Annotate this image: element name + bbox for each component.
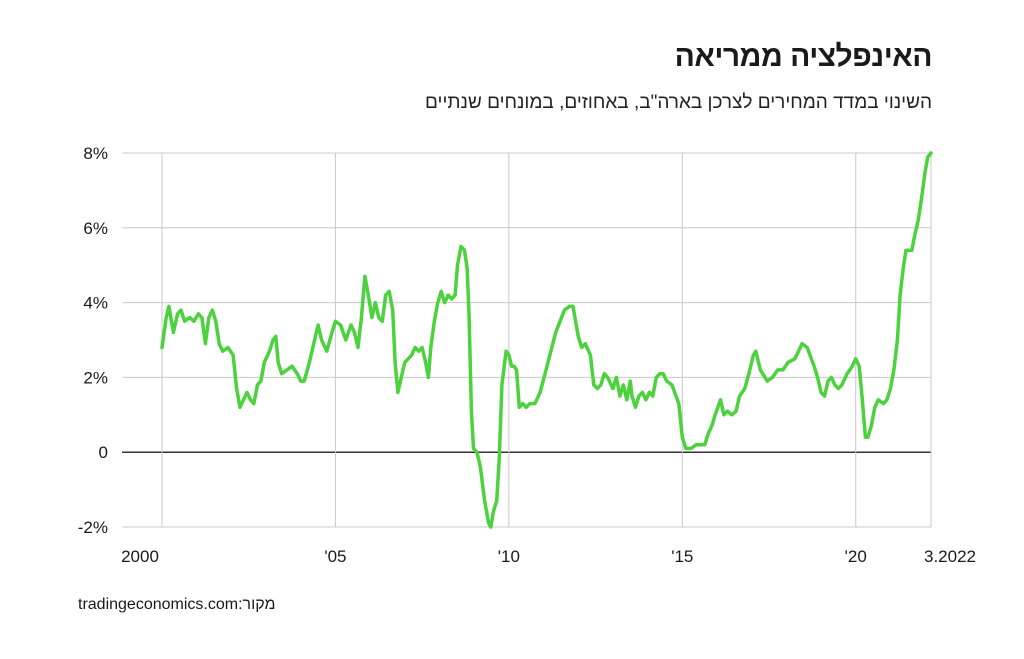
y-tick-label-2: 4%	[83, 294, 108, 313]
y-tick-label-5: -2%	[78, 518, 108, 537]
source-value: tradingeconomics.com	[78, 596, 239, 613]
y-tick-label-1: 6%	[83, 219, 108, 238]
series-line-0	[160, 151, 933, 529]
x-tick-label-2: '10	[498, 547, 520, 566]
chart-series	[160, 151, 933, 529]
y-tick-label-3: 2%	[83, 368, 108, 387]
y-tick-label-0: 8%	[83, 144, 108, 163]
x-tick-label-5: 3.2022	[924, 547, 976, 566]
y-axis-labels: 8% 6% 4% 2% 0 -2%	[78, 144, 108, 537]
x-axis-labels: 2000 '05 '10 '15 '20 3.2022	[121, 547, 976, 566]
x-tick-label-3: '15	[671, 547, 693, 566]
source-label: מקור:	[238, 596, 276, 613]
x-tick-label-1: '05	[324, 547, 346, 566]
chart-title: האינפלציה ממריאה	[674, 40, 933, 73]
x-tick-label-0: 2000	[121, 547, 159, 566]
source-note: tradingeconomics.comמקור:	[78, 596, 276, 614]
chart-subtitle: השינוי במדד המחירים לצרכן בארה"ב, באחוזי…	[425, 92, 932, 113]
chart-grid	[122, 152, 932, 528]
x-tick-label-4: '20	[845, 547, 867, 566]
y-tick-label-4: 0	[99, 443, 108, 462]
